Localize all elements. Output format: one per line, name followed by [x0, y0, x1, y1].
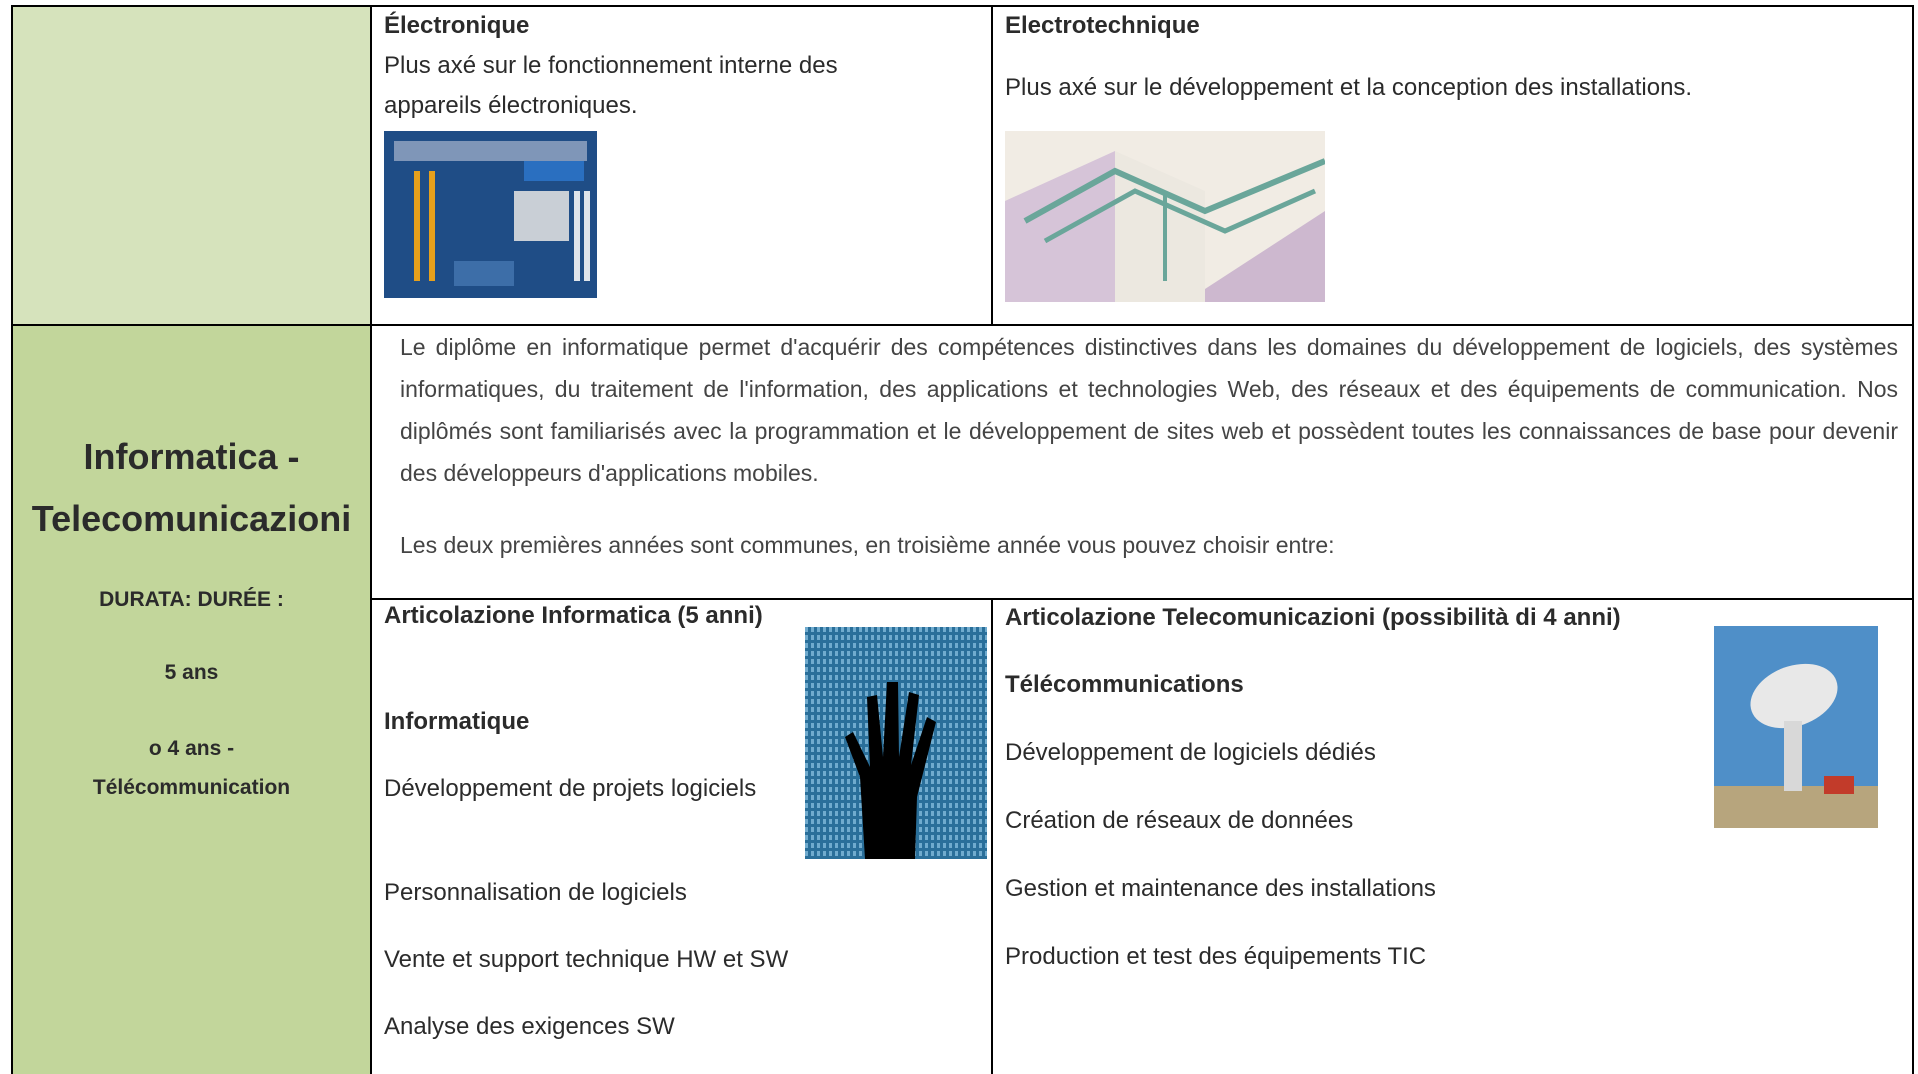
cell-text: Plus axé sur le fonctionnement interne d…	[384, 52, 838, 119]
border	[12, 324, 1913, 326]
option-subtitle: Informatique	[384, 708, 530, 735]
option-item: Vente et support technique HW et SW	[384, 946, 789, 973]
border	[1912, 5, 1914, 1074]
option-heading: Articolazione Telecomunicazioni (possibi…	[1005, 604, 1621, 631]
hand-image	[805, 627, 987, 859]
motherboard-image	[384, 131, 597, 298]
intro-paragraph: Les deux premières années sont communes,…	[400, 532, 1335, 558]
border	[991, 5, 993, 325]
option-item: Production et test des équipements TIC	[1005, 943, 1427, 970]
program-title: Informatica - Telecomunicazioni	[31, 436, 352, 539]
label-cell	[12, 325, 371, 1074]
border	[991, 598, 993, 1074]
option-item: Gestion et maintenance des installations	[1005, 875, 1436, 902]
antenna-image	[1714, 626, 1878, 828]
duration: 5 ans	[164, 661, 219, 684]
intro-paragraph: Le diplôme en informatique permet d'acqu…	[400, 334, 1898, 486]
duration: Télécommunication	[92, 776, 291, 799]
duration: DURATA: DURÉE :	[99, 588, 284, 611]
border	[11, 5, 13, 1074]
label-cell	[12, 6, 371, 325]
option-item: Développement de logiciels dédiés	[1005, 739, 1376, 766]
cell-title: Electrotechnique	[1005, 12, 1200, 39]
border	[371, 598, 1913, 600]
option-item: Développement de projets logiciels	[384, 775, 757, 802]
border	[12, 5, 1913, 7]
option-subtitle: Télécommunications	[1005, 671, 1244, 698]
option-item: Création de réseaux de données	[1005, 807, 1354, 834]
option-item: Personnalisation de logiciels	[384, 879, 687, 906]
cell-title: Électronique	[384, 12, 530, 39]
installation-image	[1005, 131, 1325, 302]
option-item: Analyse des exigences SW	[384, 1013, 675, 1040]
cell-text: Plus axé sur le développement et la conc…	[1005, 74, 1693, 101]
option-heading: Articolazione Informatica (5 anni)	[384, 602, 763, 629]
border	[370, 5, 372, 1074]
duration: o 4 ans -	[148, 737, 235, 760]
